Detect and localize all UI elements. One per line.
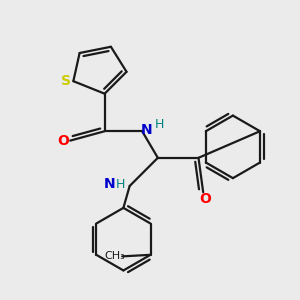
Text: O: O — [199, 192, 211, 206]
Text: N: N — [141, 123, 153, 137]
Text: H: H — [155, 118, 164, 131]
Text: S: S — [61, 74, 70, 88]
Text: O: O — [57, 134, 69, 148]
Text: N: N — [103, 177, 115, 191]
Text: CH₃: CH₃ — [104, 251, 125, 261]
Text: H: H — [116, 178, 125, 191]
